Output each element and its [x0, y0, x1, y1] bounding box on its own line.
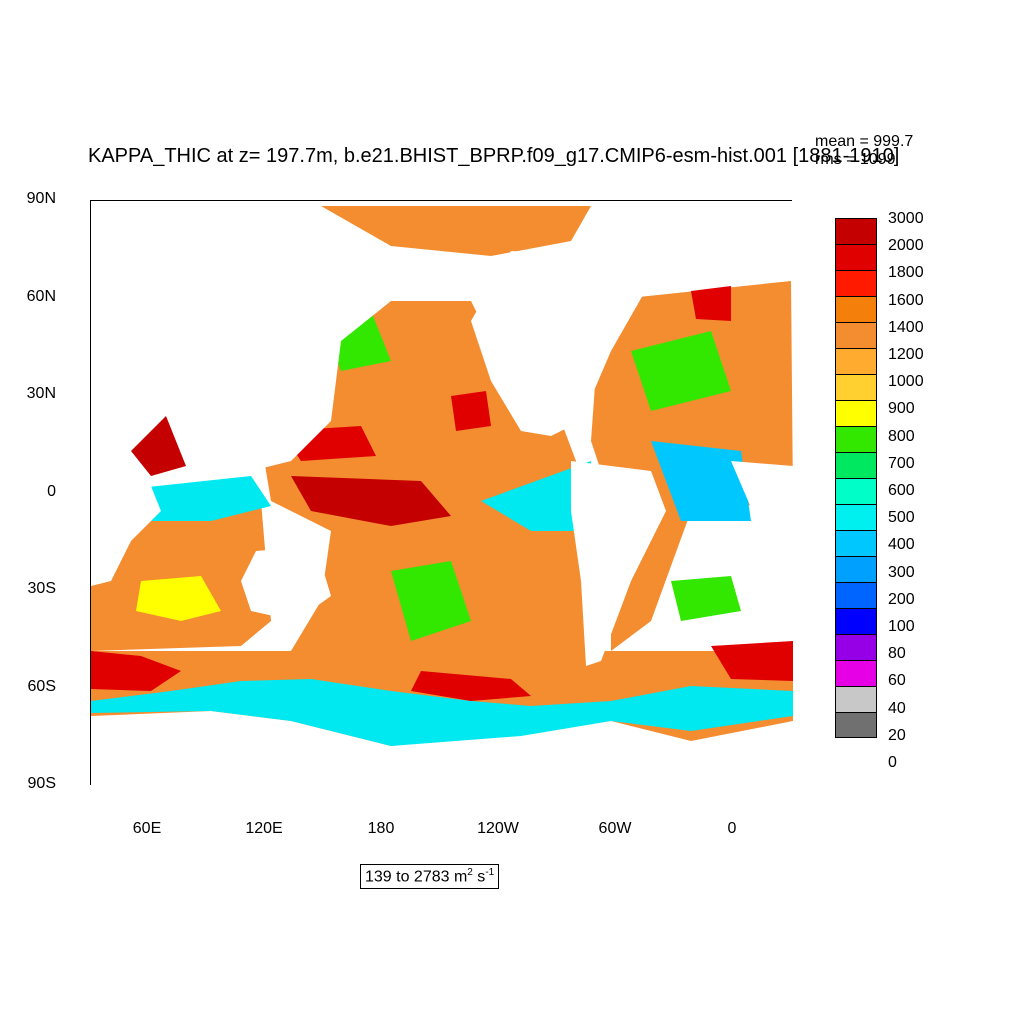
land-greenland [631, 221, 731, 291]
y-tick-label: 60N [26, 288, 56, 305]
antarctic-cyan-band [91, 679, 793, 746]
x-tick-label: 60W [598, 820, 632, 837]
colorbar [835, 218, 877, 738]
colorbar-label: 1600 [888, 291, 924, 309]
map-plot-area [90, 200, 793, 786]
colorbar-box [835, 296, 877, 322]
x-tick-label: 120W [477, 820, 519, 837]
y-tick-label: 60S [27, 678, 56, 695]
arctic-ocean [321, 206, 591, 256]
colorbar-label: 60 [888, 672, 906, 690]
range-text: 139 to 2783 m [365, 868, 468, 886]
atlantic-green [631, 331, 731, 411]
stats-box: mean = 999.7 rms = 1099 [815, 133, 913, 169]
colorbar-label: 600 [888, 482, 915, 499]
colorbar-label: 1000 [888, 373, 924, 391]
colorbar-label: 800 [888, 427, 915, 445]
colorbar-label: 40 [888, 699, 906, 717]
colorbar-box [835, 426, 877, 452]
land-australia [241, 546, 331, 621]
colorbar-box [835, 348, 877, 374]
labrador-red [691, 286, 731, 321]
southern-red-band-3 [711, 641, 793, 681]
colorbar-label: 100 [888, 618, 915, 635]
x-tick-label: 60E [132, 820, 162, 837]
colorbar-box [835, 478, 877, 504]
pacific-cyan-east [481, 461, 591, 531]
colorbar-box [835, 660, 877, 686]
colorbar-box [835, 582, 877, 608]
colorbar-box [835, 400, 877, 426]
pacific-red-equator [291, 476, 451, 526]
range-sup-2: -1 [485, 867, 495, 878]
y-tick-label: 30S [27, 580, 56, 597]
land-africa-east [731, 461, 793, 531]
colorbar-box [835, 530, 877, 556]
colorbar-box [835, 452, 877, 478]
colorbar-label: 0 [888, 754, 897, 771]
colorbar-label: 700 [888, 454, 915, 472]
southern-red-band-1 [91, 651, 181, 691]
land-africa [91, 446, 161, 586]
y-tick-label: 90N [26, 190, 56, 207]
pacific-red-eddy [451, 391, 491, 431]
map-title: KAPPA_THIC at z= 197.7m, b.e21.BHIST_BPR… [88, 145, 900, 167]
colorbar-box [835, 218, 877, 244]
colorbar-label: 1200 [888, 346, 924, 363]
colorbar-box [835, 270, 877, 296]
colorbar-label: 900 [888, 400, 915, 418]
land-asia [91, 221, 511, 471]
range-mid: s [472, 868, 486, 886]
colorbar-label: 200 [888, 590, 915, 608]
colorbar-box [835, 322, 877, 348]
x-tick-label: 180 [367, 820, 395, 837]
colorbar-label: 400 [888, 536, 915, 554]
mean-label: mean = 999.7 [815, 133, 914, 150]
colorbar-label: 1800 [888, 264, 924, 282]
colorbar-box [835, 712, 877, 738]
atlantic-cyan [651, 441, 751, 521]
colorbar-label: 2000 [888, 237, 924, 255]
colorbar-box [835, 504, 877, 530]
range-sup-1: 2 [467, 867, 473, 878]
south-atlantic-green [671, 576, 741, 621]
colorbar-box [835, 556, 877, 582]
y-tick-label: 30N [26, 385, 56, 402]
colorbar-box [835, 608, 877, 634]
colorbar-label: 300 [888, 563, 915, 581]
southern-red-band-2 [411, 671, 531, 701]
colorbar-box [835, 374, 877, 400]
y-tick-label: 0 [47, 483, 56, 500]
range-label: 139 to 2783 m2 s-1 [360, 864, 500, 890]
colorbar-box [835, 244, 877, 270]
map-svg [91, 201, 793, 786]
colorbar-label: 80 [888, 645, 906, 663]
arabian-red [131, 416, 186, 476]
indian-yellow [136, 576, 221, 621]
colorbar-box [835, 634, 877, 660]
land-north-america [471, 251, 651, 436]
colorbar-box [835, 686, 877, 712]
pacific-green-south [391, 561, 471, 641]
x-tick-label: 0 [727, 820, 737, 837]
colorbar-label: 20 [888, 726, 906, 744]
land-antarctica [91, 716, 793, 786]
x-tick-label: 120E [245, 820, 283, 837]
colorbar-label: 1400 [888, 318, 924, 336]
rms-label: rms = 1099 [815, 151, 896, 168]
colorbar-label: 3000 [888, 210, 924, 227]
y-tick-label: 90S [27, 775, 56, 792]
colorbar-label: 500 [888, 509, 915, 527]
land-south-america [571, 461, 666, 666]
